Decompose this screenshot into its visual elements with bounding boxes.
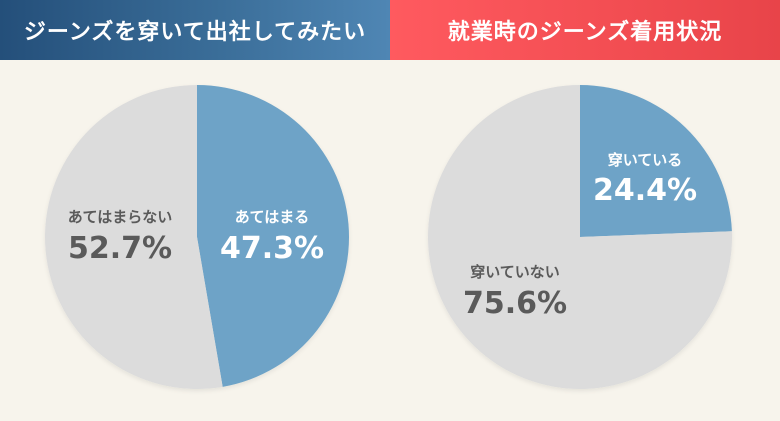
right-slice-no-label: 穿いていない <box>470 263 560 281</box>
right-pie-slice-yes <box>580 85 732 237</box>
right-pie-slice-no <box>427 85 732 389</box>
left-pie-slice-no <box>45 85 223 389</box>
right-pie-labels: 穿いている 24.4% 穿いていない 75.6% <box>463 151 697 321</box>
left-slice-yes-value: 47.3% <box>220 231 324 266</box>
left-pie <box>45 85 350 389</box>
right-slice-no-value: 75.6% <box>463 286 567 321</box>
right-slice-yes-label: 穿いている <box>608 151 683 169</box>
right-slice-yes-value: 24.4% <box>593 173 697 208</box>
right-chart-title: 就業時のジーンズ着用状況 <box>390 0 780 60</box>
left-slice-no-label: あてはまらない <box>68 208 172 226</box>
pie-charts: あてはまる 47.3% あてはまらない 52.7% 穿いている 24.4% 穿い… <box>45 85 732 389</box>
right-pie <box>427 85 732 389</box>
left-pie-labels: あてはまる 47.3% あてはまらない 52.7% <box>68 208 324 266</box>
left-chart-title: ジーンズを穿いて出社してみたい <box>0 0 390 60</box>
left-slice-yes-label: あてはまる <box>235 208 309 226</box>
left-pie-slice-yes <box>197 85 350 387</box>
left-slice-no-value: 52.7% <box>68 231 172 266</box>
